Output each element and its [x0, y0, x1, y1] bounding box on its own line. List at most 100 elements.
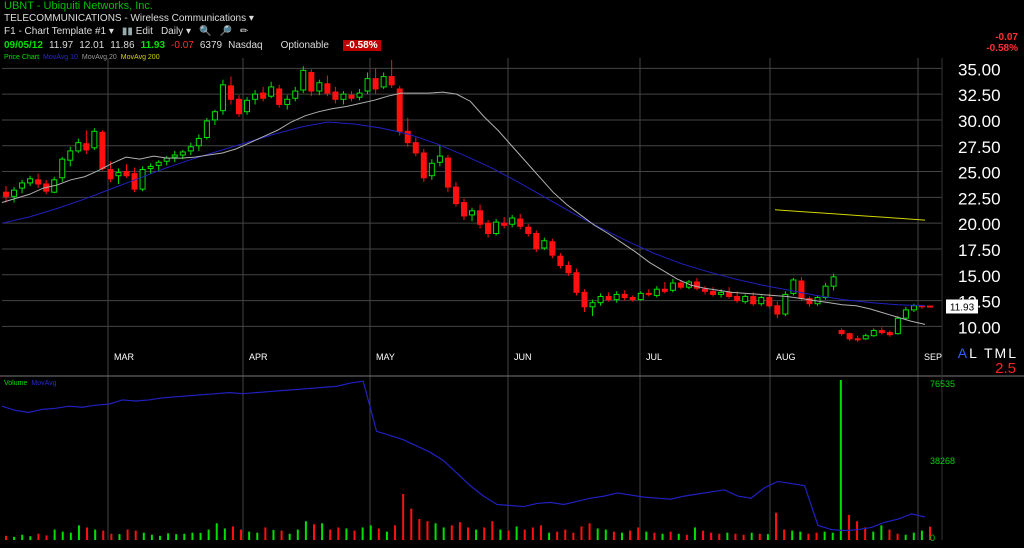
candle-body: [886, 332, 893, 336]
zoom-in-icon[interactable]: 🔍: [198, 26, 212, 37]
altml-indicator[interactable]: AL TML: [958, 345, 1018, 361]
candle-body: [493, 221, 500, 235]
candle-body: [838, 330, 845, 335]
candle-body: [171, 154, 178, 158]
candle-body: [131, 173, 138, 190]
symbol-title[interactable]: UBNT - Ubiquiti Networks, Inc.: [4, 0, 153, 12]
candle-body: [758, 297, 765, 305]
candle-body: [59, 158, 66, 179]
candle-body: [806, 298, 813, 305]
candle-body: [894, 317, 901, 335]
candle-body: [605, 295, 612, 301]
candle-body: [324, 83, 331, 94]
candle-body: [669, 282, 676, 291]
candle-body: [774, 305, 781, 315]
quote-exchange: Nasdaq: [228, 40, 263, 51]
candle-body: [19, 182, 26, 189]
quote-open: 11.97: [48, 40, 74, 51]
percent-change-badge: -0.58%: [342, 40, 381, 51]
volume-ma-line: [1, 380, 926, 532]
volume-tick-label: 38268: [930, 456, 955, 466]
candle-body: [878, 330, 885, 334]
edit-label: Edit: [135, 26, 153, 37]
legend-ma20: MovAvg 20: [81, 54, 117, 61]
candle-body: [348, 94, 355, 99]
candle-body: [436, 155, 443, 163]
zoom-out-icon[interactable]: 🔎: [219, 26, 232, 37]
price-tick-label: 25.00: [958, 164, 1001, 183]
price-tick-label: 15.00: [958, 267, 1001, 286]
candle-body: [300, 69, 307, 91]
sector-label: TELECOMMUNICATIONS - Wireless Communicat…: [4, 13, 247, 24]
price-tick-label: 20.00: [958, 215, 1001, 234]
legend-volume-ma: MovAvg: [31, 380, 57, 387]
right-pct: -0.58%: [986, 43, 1018, 54]
candle-body: [637, 292, 644, 301]
candle-body: [910, 305, 917, 311]
candle-body: [420, 152, 427, 179]
month-label: SEP: [924, 352, 942, 362]
candle-body: [211, 111, 218, 121]
ma10-line: [1, 91, 926, 325]
candle-body: [581, 291, 588, 308]
pencil-icon[interactable]: ✏: [239, 26, 249, 37]
candle-body: [533, 233, 540, 250]
candle-body: [485, 222, 492, 235]
candle-body: [179, 151, 186, 156]
candle-body: [260, 92, 267, 99]
candle-body: [830, 276, 837, 287]
candle-body: [195, 138, 202, 147]
ma200-line: [774, 209, 926, 221]
candle-body: [509, 217, 516, 225]
candle-body: [268, 86, 275, 97]
chevron-down-icon: ▾: [108, 26, 114, 37]
candle-body: [115, 172, 122, 177]
candle-body: [227, 85, 234, 100]
candle-body: [236, 98, 243, 115]
legend-ma200: MovAvg 200: [120, 54, 160, 61]
candle-body: [798, 280, 805, 300]
edit-button[interactable]: ▮▮ Edit: [122, 26, 153, 37]
quote-low: 11.86: [110, 40, 135, 51]
price-legend: Price Chart MovAvg 10 MovAvg 20 MovAvg 2…: [4, 54, 160, 61]
candle-body: [364, 78, 371, 92]
candle-body: [734, 295, 741, 302]
quote-line: 09/05/12 11.97 12.01 11.86 11.93 -0.07 6…: [4, 40, 381, 51]
candle-body: [469, 210, 476, 216]
candle-body: [750, 295, 757, 305]
candle-body: [726, 291, 733, 297]
price-tick-label: 22.50: [958, 189, 1001, 208]
candle-body: [292, 90, 299, 99]
template-dropdown[interactable]: F1 - Chart Template #1 ▾: [4, 26, 114, 37]
volume-legend: Volume MovAvg: [4, 380, 57, 387]
candle-body: [613, 293, 620, 301]
scale-value: 2.5: [995, 360, 1016, 377]
candle-body: [75, 142, 82, 152]
bars-icon: ▮▮: [121, 26, 133, 37]
candle-body: [629, 297, 636, 301]
period-dropdown[interactable]: Daily ▾: [161, 26, 191, 37]
price-tick-label: 27.50: [958, 138, 1001, 157]
candle-body: [107, 168, 114, 180]
candle-body: [525, 226, 532, 235]
period-label: Daily: [160, 26, 184, 37]
candle-body: [244, 99, 251, 113]
candle-body: [621, 293, 628, 299]
template-label: F1 - Chart Template #1: [4, 26, 107, 37]
candle-body: [460, 202, 467, 217]
candle-body: [565, 265, 572, 274]
candle-body: [870, 330, 877, 337]
candle-body: [340, 93, 347, 100]
last-price-label: 11.93: [950, 302, 975, 313]
candle-body: [790, 279, 797, 294]
candle-body: [187, 146, 194, 152]
candle-body: [35, 179, 42, 185]
sector-dropdown[interactable]: TELECOMMUNICATIONS - Wireless Communicat…: [4, 13, 254, 24]
price-tick-label: 30.00: [958, 112, 1001, 131]
candle-body: [766, 297, 773, 307]
candle-body: [332, 91, 339, 100]
toolbar: F1 - Chart Template #1 ▾ ▮▮ Edit Daily ▾…: [4, 26, 248, 37]
month-label: JUL: [646, 352, 662, 362]
altml-rest: L TML: [969, 345, 1018, 361]
